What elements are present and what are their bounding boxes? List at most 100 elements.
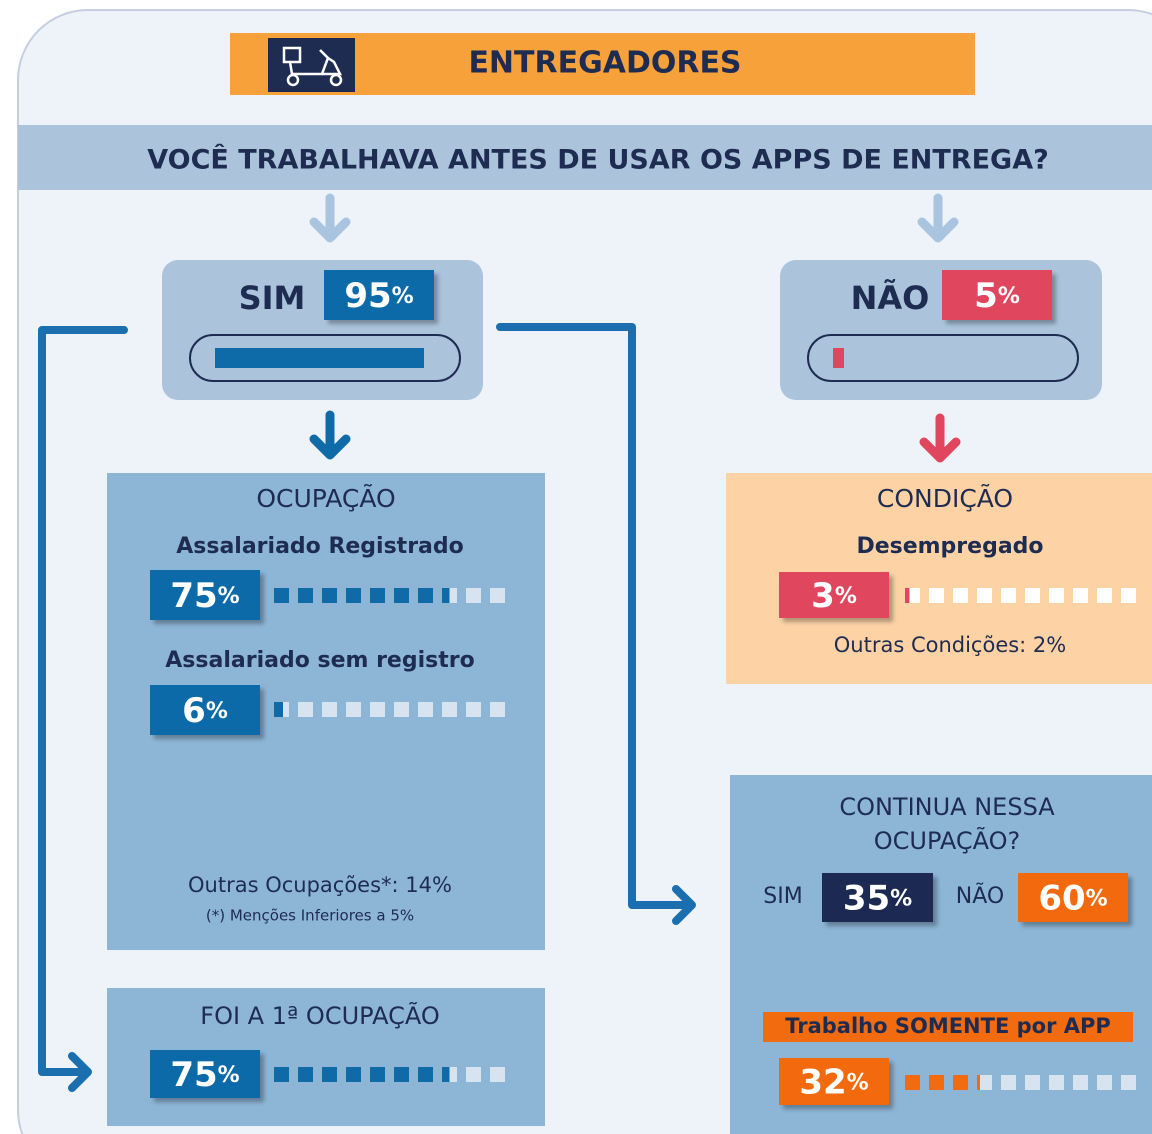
value-label: 3%: [811, 576, 857, 616]
meter-square: [929, 588, 944, 603]
meter-square: [977, 1075, 992, 1090]
value-badge: [150, 570, 260, 620]
meter-square: [394, 702, 409, 717]
meter-square: [1049, 1075, 1064, 1090]
scooter-icon: [268, 38, 355, 92]
meter-fill: [298, 1067, 313, 1082]
meter-fill: [298, 588, 313, 603]
value-label: 75%: [170, 1055, 239, 1095]
meter-square: [1073, 1075, 1088, 1090]
meter-square: [418, 702, 433, 717]
value-number: 32: [799, 1062, 846, 1102]
value-number: 60: [1038, 878, 1085, 918]
meter-fill: [929, 1075, 944, 1090]
track: [807, 334, 1079, 382]
meter-fill: [346, 588, 361, 603]
meter-square: [1025, 588, 1040, 603]
value-unit: %: [218, 584, 240, 609]
value-badge: [324, 270, 434, 320]
nao-box: [780, 260, 1102, 400]
value-number: 75: [170, 576, 217, 616]
value-label: 75%: [170, 576, 239, 616]
meter-square: [490, 1067, 505, 1082]
value-unit: %: [890, 887, 912, 912]
answer-label: SIM: [239, 279, 306, 317]
value-badge: [779, 572, 889, 618]
meter-fill: [370, 1067, 385, 1082]
value-number: 5: [974, 276, 998, 316]
meter-square: [1121, 1075, 1136, 1090]
section-title: CONTINUA NESSA: [839, 793, 1055, 821]
item-label: Assalariado sem registro: [165, 648, 474, 673]
answer-label: NÃO: [851, 279, 930, 317]
section-title: FOI A 1ª OCUPAÇÃO: [200, 1000, 439, 1030]
section-title: OCUPAÇÃO?: [874, 825, 1021, 855]
progress-bar: [215, 348, 424, 368]
meter-square: [1049, 588, 1064, 603]
value-number: 3: [811, 576, 835, 616]
progress-bar: [833, 348, 844, 368]
meter-fill: [905, 588, 910, 603]
meter-fill: [418, 588, 433, 603]
value-unit: %: [835, 584, 857, 609]
option-label: SIM: [763, 884, 802, 909]
meter-fill: [418, 1067, 433, 1082]
value-unit: %: [847, 1071, 869, 1096]
question: VOCÊ TRABALHAVA ANTES DE USAR OS APPS DE…: [147, 144, 1049, 176]
sub-band: [763, 1012, 1133, 1042]
meter-square: [442, 702, 457, 717]
meter-square: [466, 702, 481, 717]
meter-fill: [346, 1067, 361, 1082]
section-title: OCUPAÇÃO: [256, 483, 395, 513]
other-text: Outras Ocupações*: 14%: [188, 873, 452, 897]
other-text: Outras Condições: 2%: [834, 633, 1067, 657]
meter-square: [466, 588, 481, 603]
item-label: Desempregado: [856, 534, 1043, 559]
meter-square: [1073, 588, 1088, 603]
meter-square: [490, 702, 505, 717]
meter-fill: [953, 1075, 968, 1090]
value-badge: [822, 873, 933, 922]
option-label: NÃO: [956, 882, 1004, 909]
section-title: CONDIÇÃO: [877, 483, 1013, 513]
value-label: 60%: [1038, 878, 1107, 918]
meter-square: [346, 702, 361, 717]
meter-square: [490, 588, 505, 603]
value-number: 35: [843, 878, 890, 918]
meter-square: [466, 1067, 481, 1082]
meter-fill: [394, 588, 409, 603]
value-number: 95: [344, 276, 391, 316]
meter-square: [1025, 1075, 1040, 1090]
meter-fill: [322, 1067, 337, 1082]
meter-fill: [370, 588, 385, 603]
meter-square: [953, 588, 968, 603]
meter-square: [977, 588, 992, 603]
header-title: ENTREGADORES: [468, 46, 741, 81]
meter-square: [1097, 1075, 1112, 1090]
meter-fill: [394, 1067, 409, 1082]
value-unit: %: [1086, 887, 1108, 912]
value-number: 75: [170, 1055, 217, 1095]
meter-fill: [322, 588, 337, 603]
value-badge: [1018, 873, 1128, 922]
sub-title: Trabalho SOMENTE por APP: [785, 1014, 1111, 1038]
meter-fill: [442, 1067, 450, 1082]
track: [189, 334, 461, 382]
value-number: 6: [182, 691, 206, 731]
arrows: [38, 193, 1089, 1092]
value-unit: %: [392, 284, 414, 309]
question-band: [18, 125, 1152, 190]
meter-square: [322, 702, 337, 717]
meter-fill: [274, 1067, 289, 1082]
meter-fill: [442, 588, 450, 603]
value-unit: %: [998, 284, 1020, 309]
value-badge: [150, 1050, 260, 1098]
meter-square: [298, 702, 313, 717]
meter-fill: [977, 1075, 980, 1090]
meter-fill: [274, 588, 289, 603]
value-unit: %: [206, 699, 228, 724]
footnote: (*) Menções Inferiores a 5%: [206, 907, 414, 925]
value-label: 5%: [974, 276, 1020, 316]
meter-square: [1121, 588, 1136, 603]
